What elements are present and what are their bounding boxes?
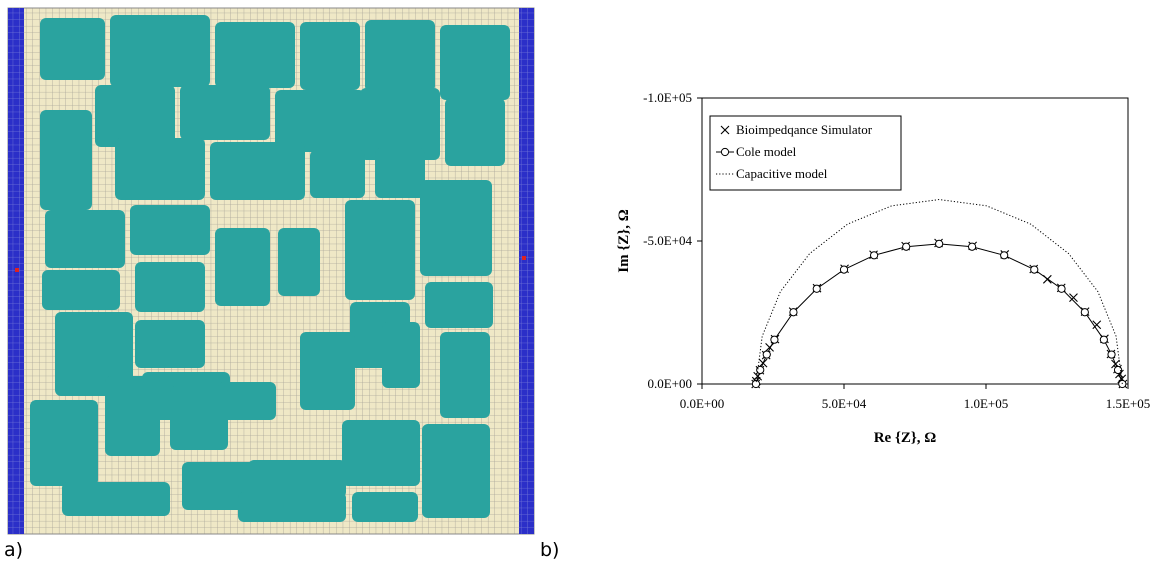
cell <box>300 332 355 410</box>
marker-circle <box>812 284 821 293</box>
nyquist-chart: 0.0E+00 5.0E+04 1.0E+05 1.5E+05 0.0E+00 -5.0E… <box>616 90 1150 446</box>
cell <box>440 332 490 418</box>
panel-label: b) <box>540 539 559 561</box>
cell <box>365 20 435 92</box>
marker-circle <box>770 335 779 344</box>
y-axis-title: Im {Z}, Ω <box>616 209 632 272</box>
cell <box>135 262 205 312</box>
cell <box>110 15 210 87</box>
simulation-grid <box>7 7 535 535</box>
panel-label: a) <box>4 539 23 561</box>
cell <box>345 200 415 300</box>
marker-circle <box>902 242 911 251</box>
y-tick-label: -1.0E+05 <box>643 90 692 105</box>
cell <box>218 382 276 420</box>
cell <box>300 22 360 90</box>
marker-circle <box>935 239 944 248</box>
probe-right <box>522 256 526 260</box>
marker-circle <box>1057 284 1066 293</box>
marker-x <box>1069 293 1078 303</box>
marker-x <box>1092 320 1102 330</box>
cell <box>445 98 505 166</box>
cell <box>215 228 270 306</box>
series-line <box>755 199 1123 385</box>
marker-circle <box>1113 365 1123 375</box>
cell <box>342 420 420 486</box>
x-tick-label: 1.0E+05 <box>964 396 1009 411</box>
x-tick-label: 1.5E+05 <box>1106 396 1151 411</box>
cell <box>62 482 170 516</box>
probe-left <box>15 268 19 272</box>
legend-label: Cole model <box>736 144 797 159</box>
legend-label: Bioimpedqance Simulator <box>736 122 873 137</box>
marker-circle <box>756 365 765 375</box>
cell <box>95 85 175 147</box>
marker-circle <box>1030 265 1039 274</box>
cell <box>310 150 365 198</box>
marker-circle <box>762 350 771 359</box>
cell <box>248 460 346 498</box>
cell <box>130 205 210 255</box>
cell <box>425 282 493 328</box>
cell <box>375 148 425 198</box>
cell <box>170 386 228 450</box>
cell <box>420 180 492 276</box>
cell <box>40 110 92 210</box>
x-axis-title: Re {Z}, Ω <box>874 430 937 446</box>
electrode-right <box>519 8 534 534</box>
x-tick-label: 0.0E+00 <box>680 396 725 411</box>
cell <box>215 22 295 88</box>
x-tick-label: 5.0E+04 <box>822 396 867 411</box>
marker-circle <box>967 242 977 251</box>
marker-circle <box>839 265 849 274</box>
cell <box>55 312 133 396</box>
legend-label: Capacitive model <box>736 166 828 181</box>
marker-circle <box>1000 251 1009 260</box>
cell <box>278 228 320 296</box>
cell <box>360 88 440 160</box>
cell <box>440 25 510 100</box>
series-line <box>755 243 1123 385</box>
cell <box>45 210 125 268</box>
legend-box <box>709 115 902 191</box>
cell <box>115 138 205 200</box>
y-tick-label: -5.0E+04 <box>643 233 692 248</box>
legend-marker <box>720 125 730 135</box>
marker-circle <box>789 308 798 317</box>
cell <box>382 322 420 388</box>
marker-circle <box>751 379 761 389</box>
marker-circle <box>1099 335 1108 344</box>
cell <box>352 492 418 522</box>
marker-circle <box>1080 308 1089 317</box>
cell <box>42 270 120 310</box>
cell <box>180 85 270 140</box>
cell <box>135 320 205 368</box>
cell <box>30 400 98 486</box>
marker-circle <box>1107 350 1116 359</box>
legend-marker <box>720 147 730 157</box>
cell <box>210 142 305 200</box>
cells <box>30 15 510 522</box>
cell <box>422 424 490 518</box>
cell <box>105 376 160 456</box>
cell <box>40 18 105 80</box>
cell <box>275 90 365 152</box>
marker-circle <box>870 251 879 260</box>
cell <box>238 492 346 522</box>
y-tick-label: 0.0E+00 <box>647 376 692 391</box>
